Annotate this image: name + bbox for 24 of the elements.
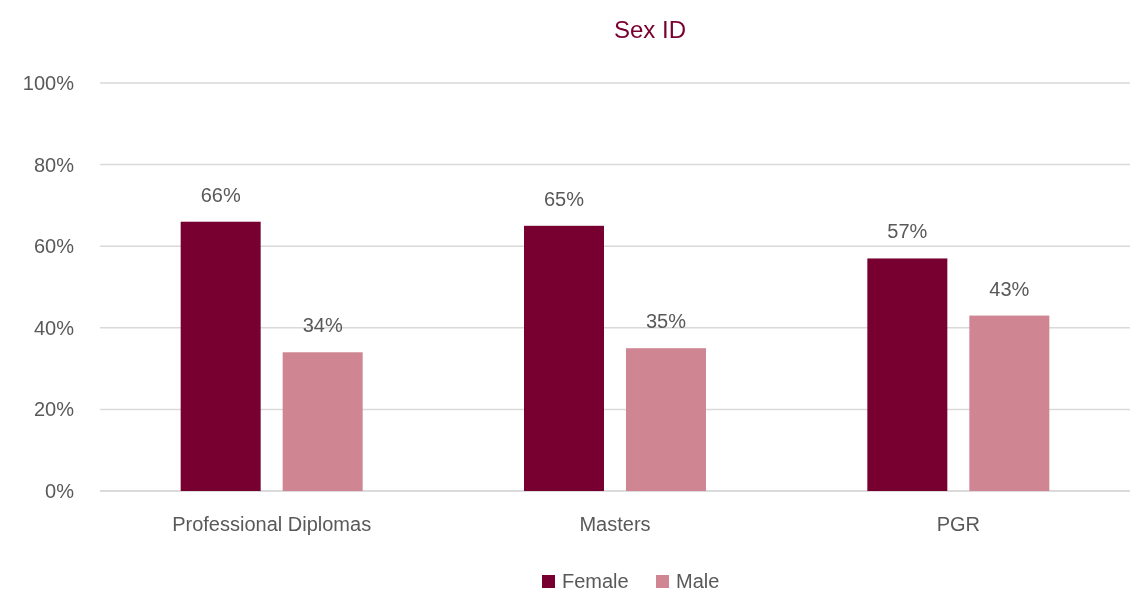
y-tick-label: 0% — [45, 480, 75, 502]
y-tick-label: 100% — [22, 72, 75, 94]
x-tick-label: Professional Diplomas — [172, 513, 372, 535]
bar — [867, 258, 948, 491]
bar — [969, 315, 1050, 491]
y-tick-label: 80% — [33, 153, 75, 176]
y-tick-label: 20% — [33, 398, 75, 421]
legend-label: Male — [676, 570, 720, 592]
y-tick-label: 60% — [33, 235, 75, 258]
data-label: 34% — [302, 314, 343, 337]
data-label: 57% — [887, 220, 928, 243]
bar — [524, 225, 604, 491]
data-label: 66% — [200, 183, 241, 206]
data-label: 35% — [645, 310, 687, 333]
legend-label: Female — [562, 570, 629, 592]
bar — [626, 348, 706, 491]
chart-title: Sex ID — [613, 16, 687, 43]
y-tick-label: 40% — [33, 316, 75, 339]
x-tick-label: PGR — [936, 513, 981, 535]
bar — [282, 352, 363, 491]
bar — [180, 221, 261, 491]
data-label: 43% — [989, 277, 1030, 300]
x-tick-label: Masters — [579, 513, 651, 535]
data-label: 65% — [543, 187, 585, 210]
